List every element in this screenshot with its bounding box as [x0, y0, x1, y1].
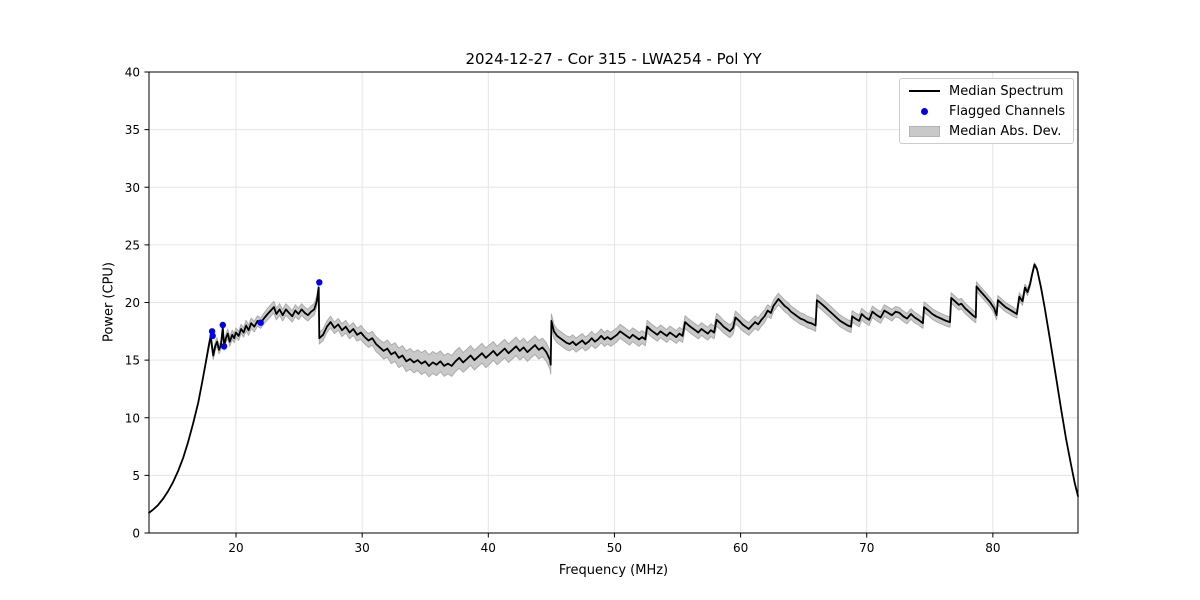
y-tick-label: 40	[125, 66, 140, 80]
flagged-channel-dot	[316, 279, 323, 286]
x-tick-label: 70	[859, 541, 874, 555]
median-spectrum-line	[148, 263, 1079, 514]
y-tick-label: 30	[125, 181, 140, 195]
y-tick-label: 35	[125, 123, 140, 137]
x-tick-label: 80	[985, 541, 1000, 555]
x-tick-label: 20	[228, 541, 243, 555]
legend-label: Median Abs. Dev.	[949, 123, 1062, 139]
y-tick-label: 10	[125, 411, 140, 425]
legend-entry-mad: Median Abs. Dev.	[900, 121, 1073, 141]
legend-label: Flagged Channels	[949, 103, 1066, 119]
x-tick-label: 60	[733, 541, 748, 555]
legend-label: Median Spectrum	[949, 83, 1064, 99]
x-tick-label: 50	[607, 541, 622, 555]
flagged-channel-dot	[257, 319, 264, 326]
x-axis-label: Frequency (MHz)	[558, 563, 669, 578]
flagged-channel-dot	[209, 332, 216, 340]
flagged-channel-dot-icon	[909, 107, 940, 115]
mad-band-patch-icon	[909, 125, 940, 137]
legend: Median Spectrum Flagged Channels Median …	[899, 78, 1074, 144]
y-tick-label: 15	[125, 354, 140, 368]
y-tick-label: 0	[132, 527, 140, 541]
y-tick-label: 20	[125, 296, 140, 310]
x-tick-label: 30	[355, 541, 370, 555]
flagged-channel-dot	[220, 343, 228, 350]
legend-entry-flagged-channels: Flagged Channels	[900, 101, 1073, 121]
legend-entry-median-spectrum: Median Spectrum	[900, 81, 1073, 101]
flagged-channel-dot	[219, 321, 226, 329]
x-tick-label: 40	[481, 541, 496, 555]
y-axis-label: Power (CPU)	[101, 261, 117, 343]
median-spectrum-line-icon	[909, 90, 940, 92]
y-tick-label: 25	[125, 238, 140, 252]
plot-title: 2024-12-27 - Cor 315 - LWA254 - Pol YY	[465, 50, 762, 68]
y-tick-label: 5	[132, 469, 140, 483]
